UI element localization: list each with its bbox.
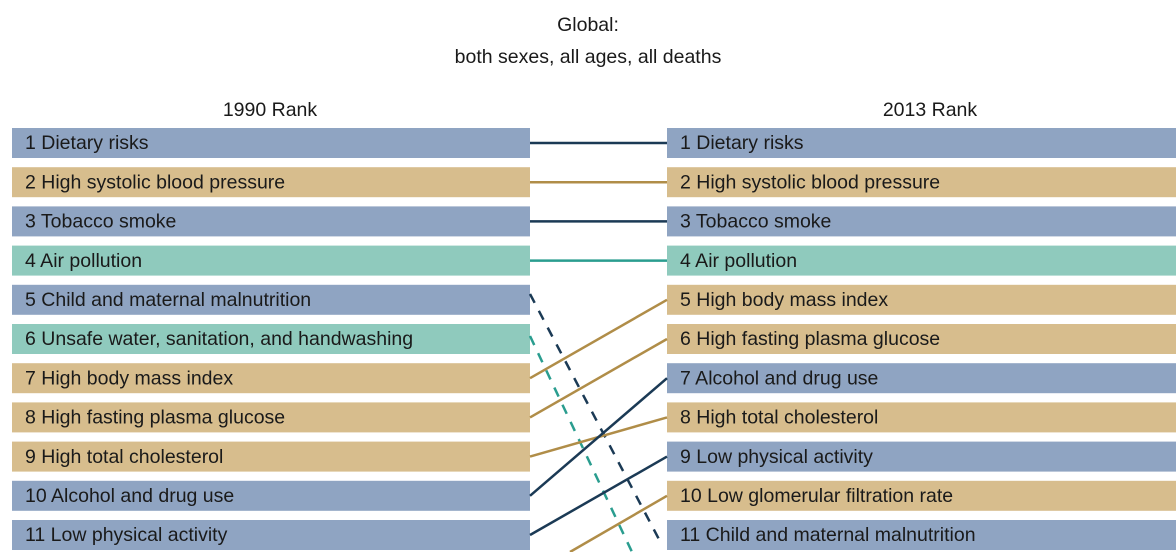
row-label: 6 Unsafe water, sanitation, and handwash… xyxy=(25,328,413,350)
row-bar xyxy=(667,206,1176,237)
right-heading: 2013 Rank xyxy=(883,99,978,121)
row-bar xyxy=(667,245,1176,276)
subtitle: both sexes, all ages, all deaths xyxy=(455,46,722,68)
rows: 1 Dietary risks 2 High systolic blood pre… xyxy=(12,128,1176,550)
row-label: 2 High systolic blood pressure xyxy=(680,171,940,193)
left-heading: 1990 Rank xyxy=(223,99,318,121)
connector xyxy=(569,494,668,554)
row-bar xyxy=(667,128,1176,158)
row-label: 10 Low glomerular filtration rate xyxy=(680,485,953,507)
row-bar xyxy=(667,480,1176,511)
row-bar xyxy=(667,520,1176,550)
title: Global: xyxy=(557,14,619,36)
connector xyxy=(528,293,664,546)
row-label: 4 Air pollution xyxy=(25,250,142,272)
row-bar xyxy=(12,245,530,276)
row-label: 5 Child and maternal malnutrition xyxy=(25,289,311,311)
row-label: 7 High body mass index xyxy=(25,367,233,389)
row-label: 1 Dietary risks xyxy=(680,132,804,154)
row-label: 6 High fasting plasma glucose xyxy=(680,328,940,350)
row-bar xyxy=(667,284,1176,315)
row-bar xyxy=(667,167,1176,198)
row-bar xyxy=(12,480,530,511)
row-bar xyxy=(12,206,530,237)
row-bar xyxy=(667,324,1176,354)
row-label: 9 Low physical activity xyxy=(680,446,873,468)
row-bar xyxy=(12,441,530,472)
connector xyxy=(528,335,634,553)
row-bar xyxy=(12,284,530,315)
row-bar xyxy=(12,167,530,198)
row-label: 1 Dietary risks xyxy=(25,132,149,154)
row-bar xyxy=(12,324,530,354)
row-bar xyxy=(667,402,1176,433)
connectors xyxy=(528,141,668,554)
connector xyxy=(529,337,668,419)
row-label: 8 High fasting plasma glucose xyxy=(25,407,285,429)
row-bar xyxy=(12,520,530,550)
row-label: 8 High total cholesterol xyxy=(680,407,878,429)
row-label: 3 Tobacco smoke xyxy=(25,211,176,233)
row-bar xyxy=(12,363,530,394)
row-label: 4 Air pollution xyxy=(680,250,797,272)
connector xyxy=(529,377,668,497)
connector xyxy=(529,455,668,537)
row-label: 2 High systolic blood pressure xyxy=(25,171,285,193)
row-label: 7 Alcohol and drug use xyxy=(680,367,878,389)
row-bar xyxy=(667,441,1176,472)
row-bar xyxy=(667,363,1176,394)
row-label: 9 High total cholesterol xyxy=(25,446,223,468)
connector xyxy=(529,298,668,380)
row-label: 3 Tobacco smoke xyxy=(680,211,831,233)
row-label: 11 Low physical activity xyxy=(25,524,228,546)
row-label: 11 Child and maternal malnutrition xyxy=(680,524,976,546)
row-bar xyxy=(12,402,530,433)
row-bar xyxy=(12,128,530,158)
row-label: 10 Alcohol and drug use xyxy=(25,485,234,507)
row-label: 5 High body mass index xyxy=(680,289,888,311)
